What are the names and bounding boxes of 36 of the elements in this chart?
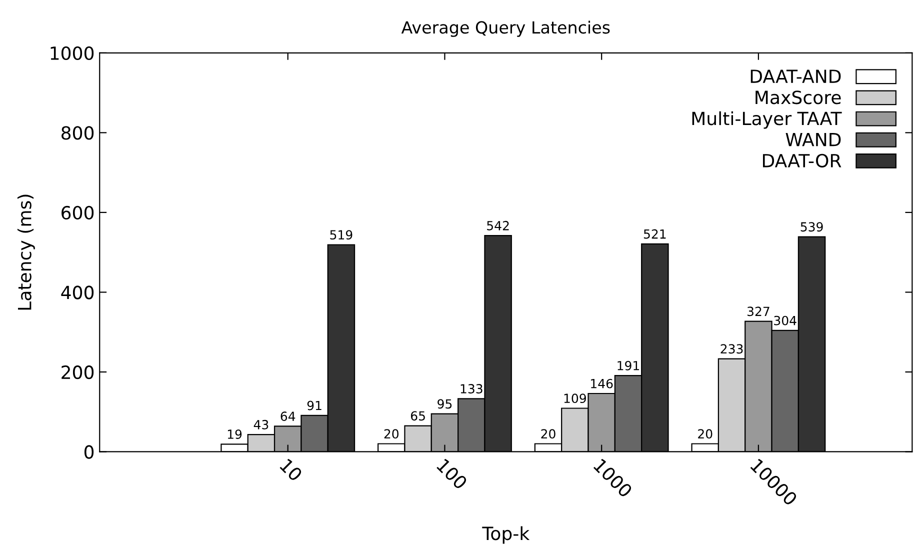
data-label: 327 — [747, 306, 770, 316]
x-axis-title: Top-k — [482, 526, 530, 544]
legend-label: DAAT-OR — [762, 154, 842, 168]
legend-label: DAAT-AND — [750, 70, 841, 83]
data-label: 133 — [460, 384, 482, 394]
y-tick-label: 200 — [62, 365, 94, 380]
data-label: 43 — [254, 420, 268, 430]
data-label: 233 — [720, 344, 743, 354]
data-label: 20 — [698, 429, 712, 439]
legend-label: MaxScore — [756, 90, 841, 104]
x-tick-label: 10 — [279, 458, 304, 482]
y-tick-label: 1000 — [50, 46, 94, 60]
data-label: 95 — [438, 399, 452, 409]
data-label: 519 — [330, 230, 352, 240]
data-label: 64 — [280, 412, 296, 422]
data-label: 521 — [644, 229, 666, 239]
data-label: 539 — [800, 222, 823, 232]
legend-label: Multi-Layer TAAT — [692, 111, 842, 129]
chart-title: Average Query Latencies — [401, 20, 610, 37]
y-tick-label: 600 — [62, 206, 94, 220]
data-label: 304 — [774, 316, 796, 326]
data-label: 19 — [228, 429, 242, 439]
data-label: 191 — [618, 360, 640, 370]
data-label: 109 — [564, 394, 586, 404]
y-tick-label: 400 — [61, 286, 94, 300]
y-axis-title: Latency (ms) — [17, 194, 35, 310]
y-tick-label: 0 — [84, 445, 94, 459]
data-label: 20 — [541, 429, 556, 439]
y-tick-label: 800 — [62, 126, 94, 140]
data-label: 20 — [384, 429, 399, 439]
x-tick-label: 100 — [436, 458, 468, 490]
data-label: 65 — [410, 411, 425, 421]
data-label: 542 — [487, 220, 509, 230]
data-label: 91 — [307, 400, 322, 410]
data-label: 146 — [591, 378, 613, 388]
legend-label: WAND — [786, 132, 841, 146]
